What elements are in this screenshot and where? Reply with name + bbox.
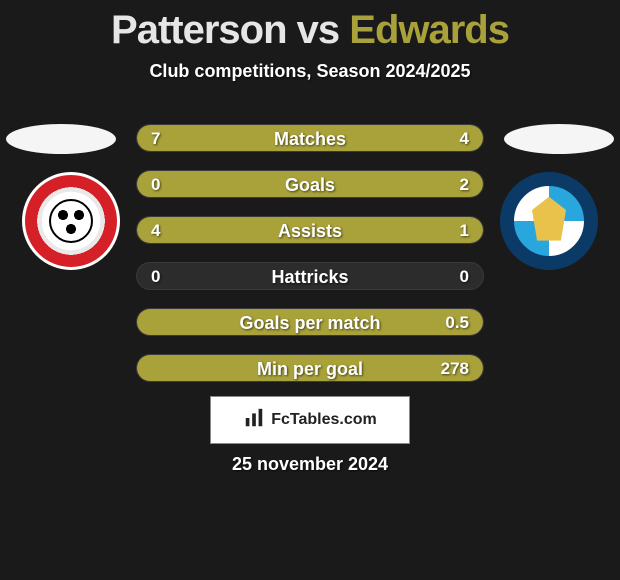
stat-label: Min per goal <box>137 355 483 382</box>
team-badge-left <box>22 172 120 270</box>
player-right-name: Edwards <box>349 8 509 52</box>
stat-row: 0.5Goals per match <box>136 308 484 336</box>
comparison-title: Patterson vs Edwards <box>0 0 620 53</box>
right-ellipse-decor <box>504 124 614 154</box>
brand-box[interactable]: FcTables.com <box>210 396 410 444</box>
footer-date: 25 november 2024 <box>0 454 620 475</box>
stats-panel: 74Matches 02Goals 41Assists 00Hattricks 0.5G… <box>136 124 484 400</box>
stat-label: Hattricks <box>137 263 483 290</box>
left-ellipse-decor <box>6 124 116 154</box>
stat-row: 02Goals <box>136 170 484 198</box>
season-subtitle: Club competitions, Season 2024/2025 <box>0 61 620 82</box>
player-left-name: Patterson <box>111 8 287 52</box>
stat-row: 00Hattricks <box>136 262 484 290</box>
stat-row: 41Assists <box>136 216 484 244</box>
vs-separator: vs <box>297 8 340 52</box>
stat-label: Goals per match <box>137 309 483 336</box>
chart-icon <box>243 407 265 434</box>
stat-row: 278Min per goal <box>136 354 484 382</box>
stat-label: Matches <box>137 125 483 152</box>
stat-row: 74Matches <box>136 124 484 152</box>
stat-label: Assists <box>137 217 483 244</box>
stat-label: Goals <box>137 171 483 198</box>
brand-text: FcTables.com <box>271 411 377 429</box>
team-badge-right <box>500 172 598 270</box>
